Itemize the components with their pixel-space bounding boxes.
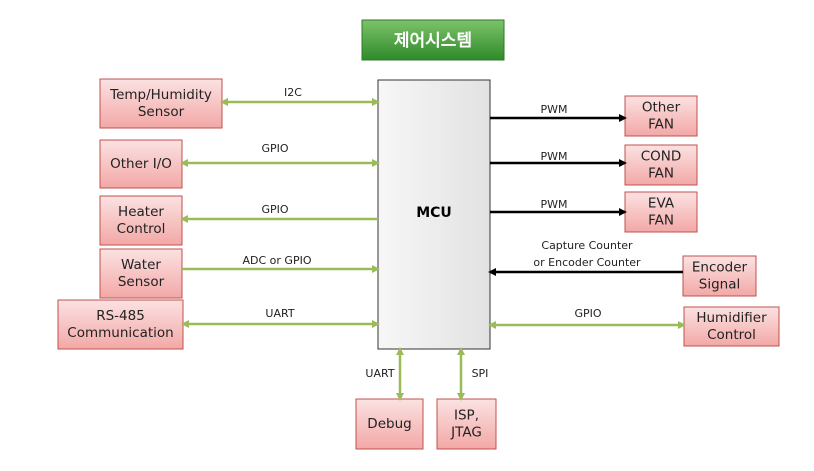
node-box xyxy=(99,195,183,246)
node-label: Sensor xyxy=(118,274,165,290)
node-box xyxy=(683,306,780,347)
node-label: COND xyxy=(641,149,682,165)
edge-label: GPIO xyxy=(261,142,288,155)
node-box xyxy=(57,299,184,350)
edge-label: UART xyxy=(265,307,294,320)
mcu-label: MCU xyxy=(416,205,452,221)
node-label: Water xyxy=(121,257,161,273)
node-box xyxy=(99,248,183,299)
node-box xyxy=(682,255,757,297)
node-box xyxy=(355,398,424,450)
edge-label: I2C xyxy=(284,86,302,99)
node-label: FAN xyxy=(648,117,674,133)
node-label: Control xyxy=(707,327,756,343)
node-label: Signal xyxy=(699,277,740,293)
node-label: Control xyxy=(117,221,166,237)
edge-label: PWM xyxy=(540,198,567,211)
node-label: Sensor xyxy=(138,104,185,120)
edge-label: GPIO xyxy=(261,203,288,216)
node-box xyxy=(436,398,497,450)
edge-label: PWM xyxy=(540,103,567,116)
node-label: Debug xyxy=(367,416,411,432)
edge-label: UART xyxy=(365,367,394,380)
edge-label: PWM xyxy=(540,150,567,163)
node-label: JTAG xyxy=(450,425,482,441)
node-label: Other I/O xyxy=(110,156,172,172)
title-box xyxy=(361,19,505,61)
title: 제어시스템 xyxy=(394,31,472,51)
node-label: ISP, xyxy=(454,408,479,424)
edge-label: ADC or GPIO xyxy=(243,254,312,267)
node-label: Humidifier xyxy=(696,310,767,326)
node-label: Heater xyxy=(118,204,164,220)
node-label: Communication xyxy=(67,325,173,341)
node-label: Temp/Humidity xyxy=(109,87,212,103)
edge-label: SPI xyxy=(472,367,489,380)
node-box xyxy=(99,78,223,129)
node-label: Encoder xyxy=(692,260,748,276)
node-label: FAN xyxy=(648,166,674,182)
edge-label: Capture Counter xyxy=(541,239,633,252)
mcu-box xyxy=(377,79,491,350)
edge-label: GPIO xyxy=(574,307,601,320)
edge-label: or Encoder Counter xyxy=(533,256,641,269)
node-label: RS-485 xyxy=(96,308,145,324)
node-box xyxy=(624,191,698,233)
node-label: EVA xyxy=(648,196,675,212)
node-label: Other xyxy=(642,100,681,116)
node-label: FAN xyxy=(648,213,674,229)
